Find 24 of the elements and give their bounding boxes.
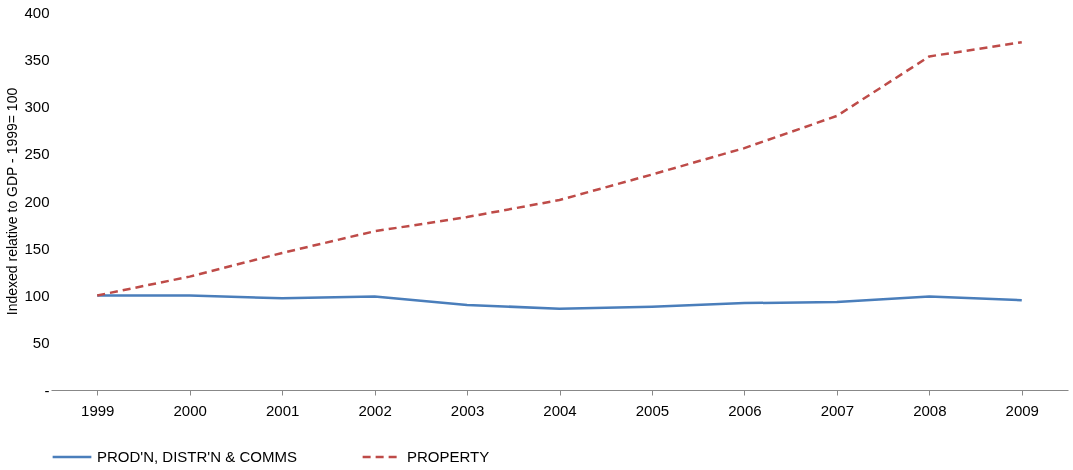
- y-tick-label: 300: [24, 98, 50, 115]
- x-tick-label: 2008: [913, 401, 947, 419]
- x-tick-label: 2003: [450, 401, 485, 419]
- x-tick-label: 2009: [1005, 401, 1039, 419]
- x-tick-label: 2007: [820, 401, 855, 419]
- y-tick-label: 200: [24, 192, 50, 210]
- y-axis-title: Indexed relative to GDP - 1999= 100: [4, 87, 21, 316]
- y-tick-label: 350: [24, 50, 50, 68]
- x-tick-label: 2006: [728, 401, 762, 419]
- y-tick-label: 150: [24, 239, 50, 257]
- y-tick-label: 400: [24, 3, 50, 21]
- y-tick-label: 250: [24, 145, 50, 163]
- y-tick-label: 100: [24, 287, 50, 304]
- line-series: [95, 40, 1024, 297]
- y-tick-label: -: [44, 381, 50, 399]
- x-tick-label: 1999: [81, 401, 115, 419]
- legend-label: PROD'N, DISTR'N & COMMS: [97, 448, 297, 465]
- legend-label: PROPERTY: [407, 448, 490, 465]
- x-tick-label: 2005: [635, 401, 670, 419]
- x-tick-label: 2002: [358, 401, 392, 419]
- x-tick-label: 2001: [265, 401, 300, 419]
- x-tick-label: 2000: [173, 401, 207, 419]
- y-tick-label: 50: [32, 334, 50, 352]
- x-tick-label: 2004: [543, 401, 577, 419]
